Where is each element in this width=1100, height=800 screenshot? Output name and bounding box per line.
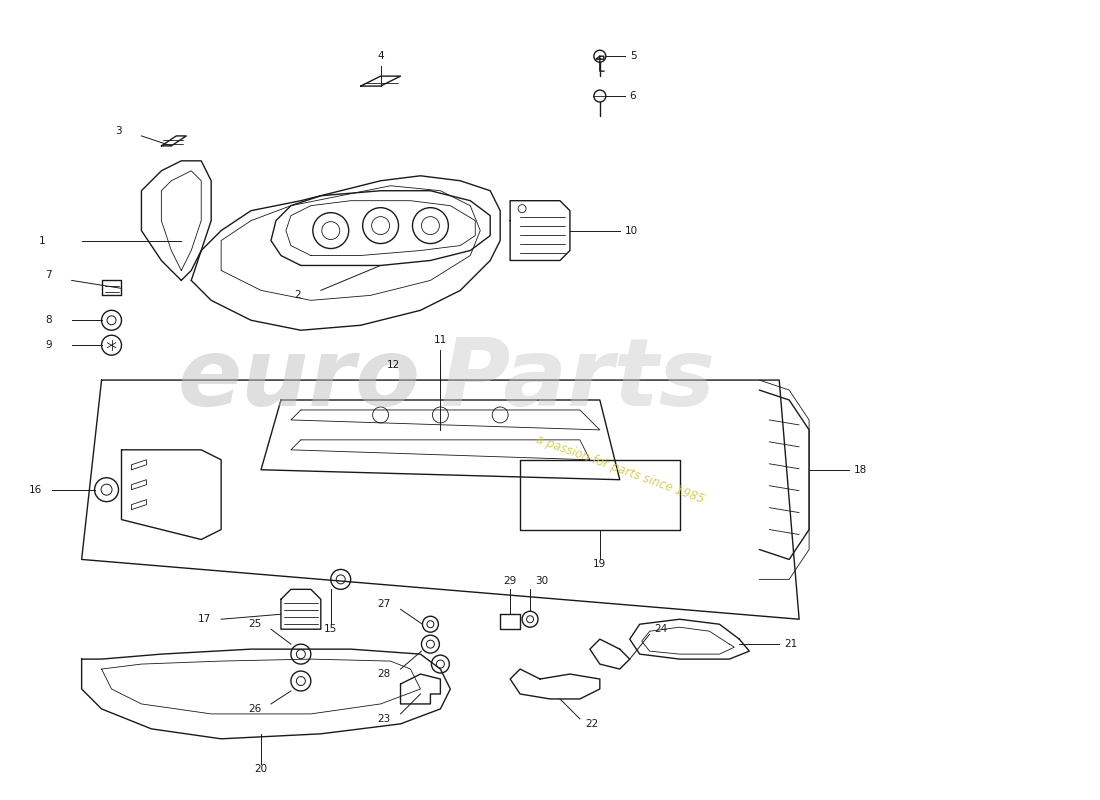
Text: 18: 18 (854, 465, 867, 474)
Text: a passion for parts since 1985: a passion for parts since 1985 (534, 433, 706, 506)
Text: 1: 1 (39, 235, 45, 246)
Text: 28: 28 (377, 669, 390, 679)
Text: 15: 15 (324, 624, 338, 634)
Text: 22: 22 (585, 719, 598, 729)
Text: 6: 6 (629, 91, 636, 101)
Text: 25: 25 (248, 619, 261, 630)
Text: 2: 2 (294, 290, 301, 300)
Text: 24: 24 (654, 624, 668, 634)
Text: 21: 21 (784, 639, 798, 649)
Text: 26: 26 (248, 704, 261, 714)
Text: Parts: Parts (440, 334, 715, 426)
Text: 9: 9 (45, 340, 52, 350)
Text: 20: 20 (254, 764, 267, 774)
Text: 19: 19 (593, 559, 606, 570)
Text: 7: 7 (45, 270, 52, 281)
Text: 11: 11 (433, 335, 447, 346)
Text: euro: euro (177, 334, 420, 426)
Text: 27: 27 (377, 599, 390, 610)
Text: 3: 3 (114, 126, 121, 136)
Text: 29: 29 (504, 576, 517, 586)
Text: 12: 12 (387, 360, 400, 370)
Text: 10: 10 (625, 226, 638, 235)
Text: 30: 30 (535, 576, 548, 586)
Text: 17: 17 (198, 614, 211, 624)
Text: 8: 8 (45, 315, 52, 326)
Text: 5: 5 (629, 51, 636, 61)
Text: 23: 23 (377, 714, 390, 724)
Text: 16: 16 (29, 485, 42, 494)
Text: 4: 4 (377, 51, 384, 61)
